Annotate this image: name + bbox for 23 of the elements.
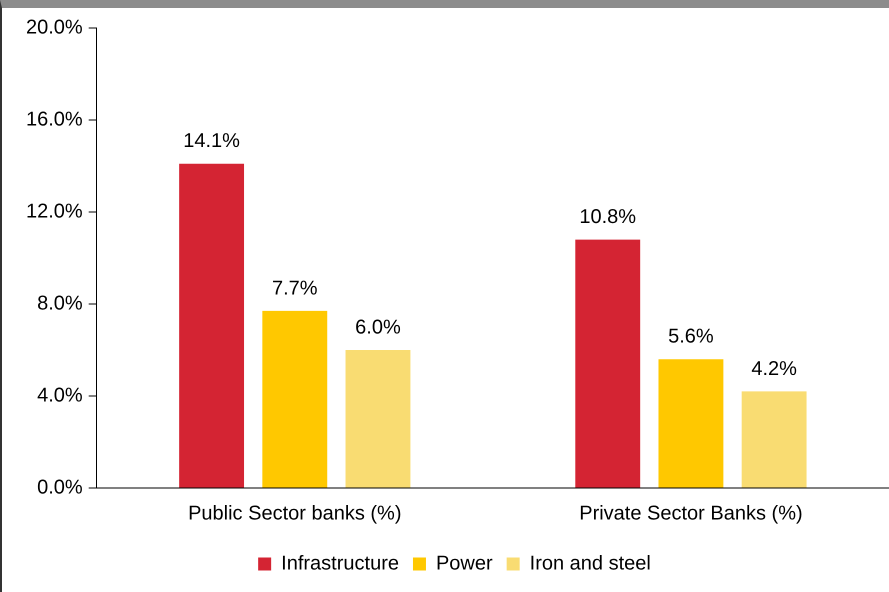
bar: [262, 310, 328, 488]
x-tick-label: Public Sector banks (%): [188, 502, 402, 525]
data-label: 10.8%: [579, 206, 636, 228]
bar: [346, 350, 410, 488]
legend-label: Infrastructure: [281, 552, 399, 575]
data-label: 7.7%: [272, 277, 318, 300]
y-tick-label: 16.0%: [26, 108, 83, 131]
bar: [575, 240, 640, 488]
legend-label: Iron and steel: [530, 552, 651, 575]
y-tick-label: 8.0%: [37, 292, 83, 315]
data-label: 6.0%: [355, 316, 401, 339]
bar: [742, 391, 807, 488]
legend-label: Power: [436, 552, 493, 575]
bar: [179, 164, 244, 488]
y-tick-label: 12.0%: [26, 200, 83, 223]
data-label: 4.2%: [751, 358, 798, 380]
x-tick-label: Private Sector Banks (%): [579, 502, 803, 525]
bar: [658, 359, 724, 488]
y-tick-label: 20.0%: [26, 16, 83, 39]
y-tick-label: 4.0%: [37, 384, 83, 407]
data-label: 14.1%: [183, 130, 240, 152]
y-tick-label: 0.0%: [37, 476, 83, 499]
data-label: 5.6%: [668, 326, 714, 348]
